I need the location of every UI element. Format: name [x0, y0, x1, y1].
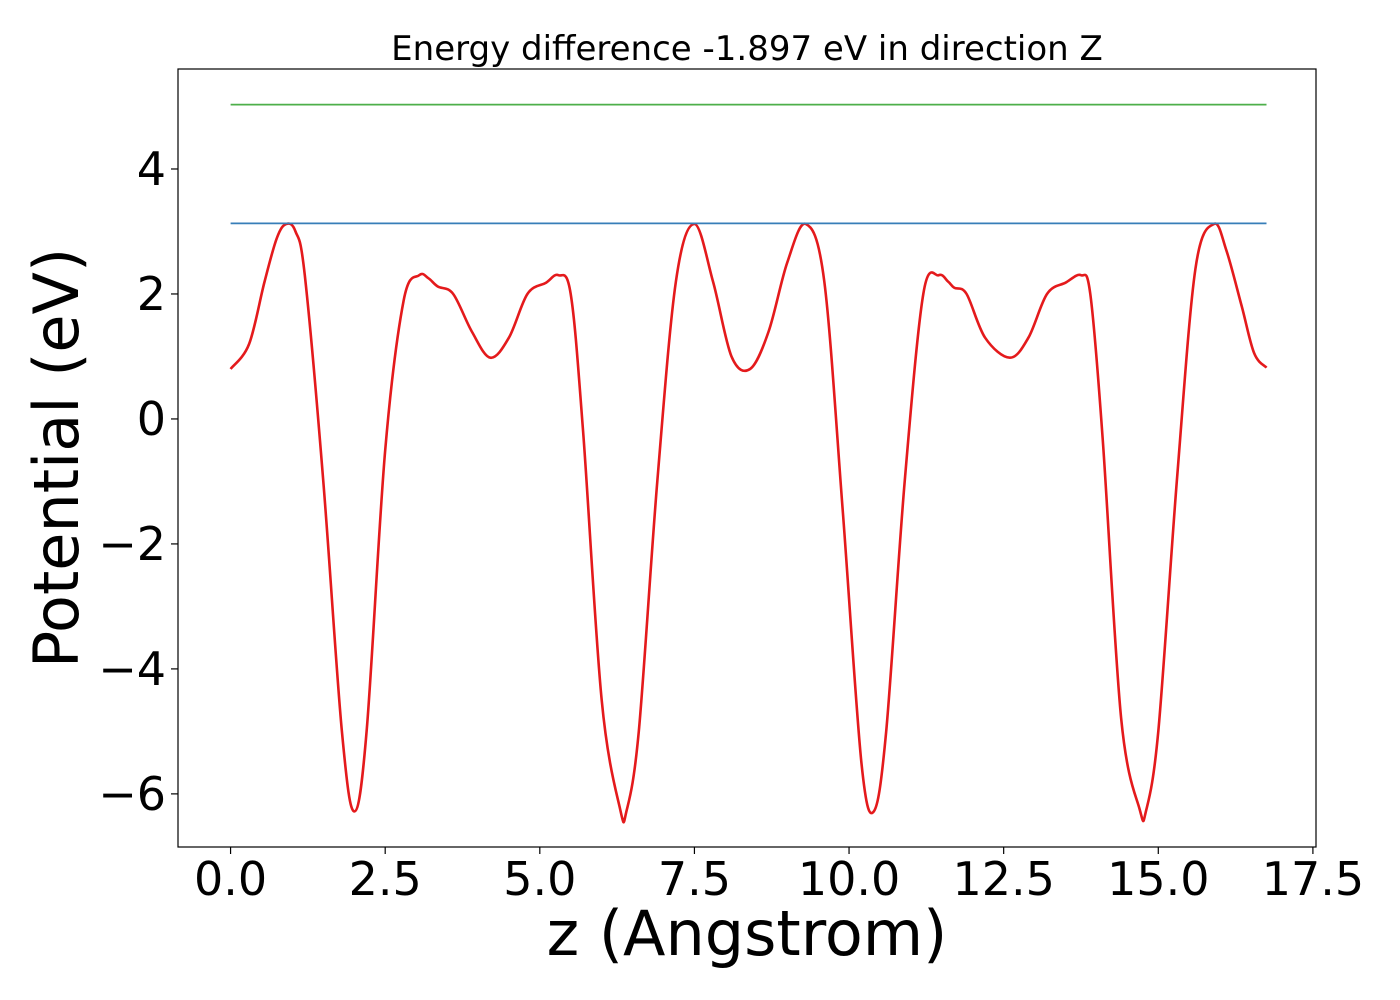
- x-tick-label: 15.0: [1107, 852, 1209, 906]
- x-tick-label: 2.5: [349, 852, 422, 906]
- y-tick-label: −6: [98, 767, 166, 821]
- y-tick-label: −2: [98, 517, 166, 571]
- series-layer: [229, 103, 1268, 824]
- y-tick-label: −4: [98, 642, 166, 696]
- x-tick-label: 12.5: [952, 852, 1054, 906]
- x-tick-label: 17.5: [1262, 852, 1364, 906]
- plot-frame: [177, 68, 1317, 848]
- y-tick-label: 2: [137, 267, 166, 321]
- x-tick-label: 7.5: [658, 852, 731, 906]
- x-axis-label: z (Angstrom): [547, 897, 948, 970]
- y-tick-label: 4: [137, 142, 166, 196]
- x-tick-label: 10.0: [798, 852, 900, 906]
- y-axis-label: Potential (eV): [20, 248, 93, 668]
- x-tick-label: 0.0: [194, 852, 267, 906]
- x-tick-label: 5.0: [503, 852, 576, 906]
- chart-title: Energy difference -1.897 eV in direction…: [391, 29, 1103, 69]
- y-tick-label: 0: [137, 392, 166, 446]
- series-line-0: [229, 222, 1268, 824]
- y-axis-ticks: −6 −4 −2 0 2 4: [98, 142, 178, 821]
- x-axis-ticks: 0.0 2.5 5.0 7.5 10.0 12.5 15.0 17.5: [194, 847, 1364, 906]
